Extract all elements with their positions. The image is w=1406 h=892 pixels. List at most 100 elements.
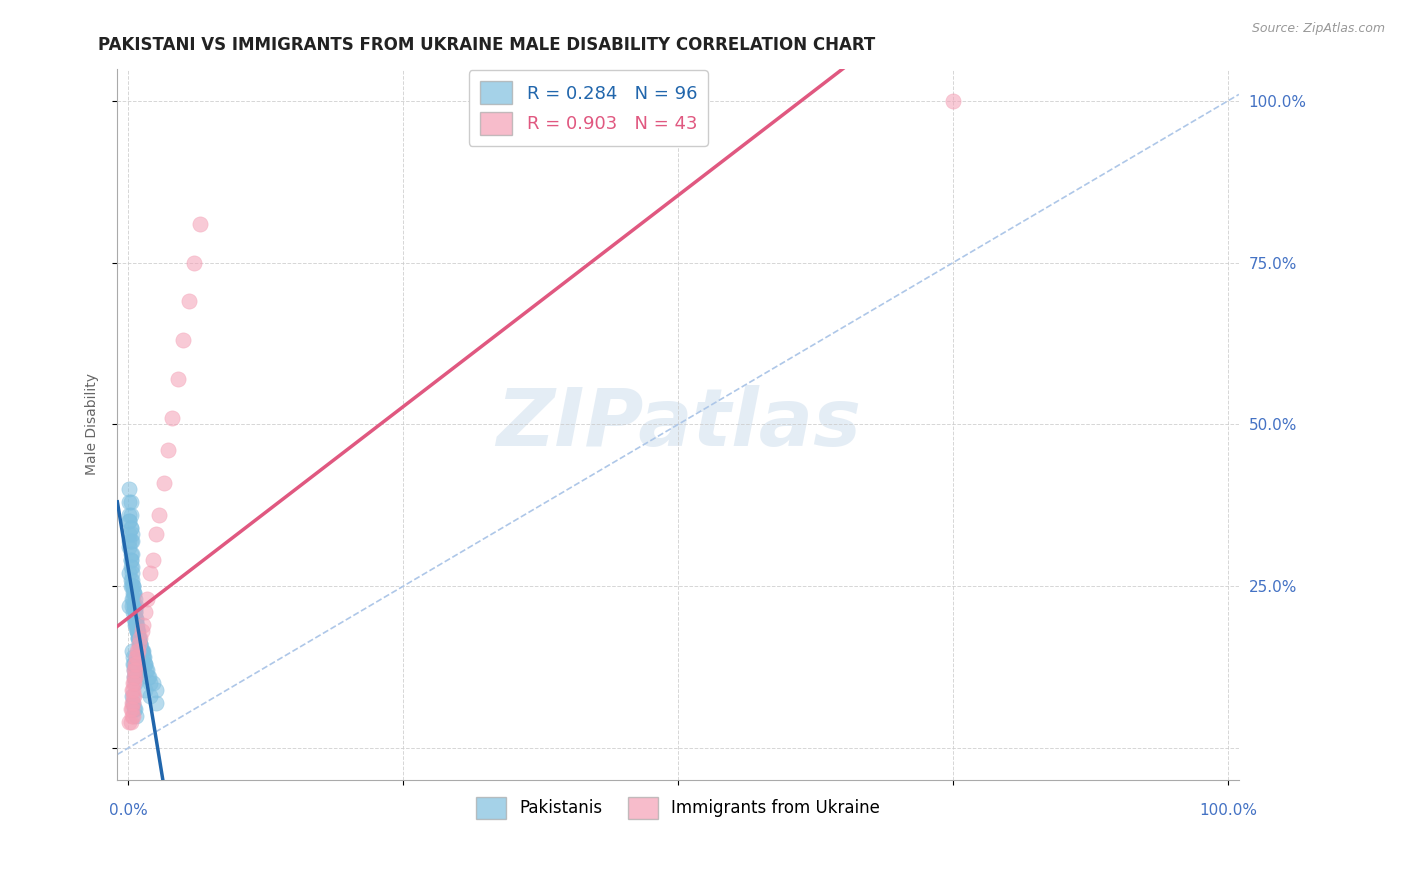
- Point: [121, 592, 143, 607]
- Point: [121, 682, 143, 697]
- Point: [134, 657, 156, 671]
- Point: [122, 670, 145, 684]
- Point: [127, 624, 149, 639]
- Point: [125, 650, 148, 665]
- Point: [122, 689, 145, 703]
- Point: [124, 676, 146, 690]
- Point: [942, 94, 965, 108]
- Point: [131, 618, 153, 632]
- Point: [121, 708, 143, 723]
- Point: [124, 605, 146, 619]
- Y-axis label: Male Disability: Male Disability: [86, 374, 100, 475]
- Point: [124, 663, 146, 677]
- Point: [125, 618, 148, 632]
- Point: [118, 508, 141, 522]
- Point: [120, 573, 142, 587]
- Point: [125, 708, 148, 723]
- Point: [118, 566, 141, 581]
- Point: [145, 527, 167, 541]
- Point: [121, 708, 143, 723]
- Point: [135, 663, 157, 677]
- Point: [122, 585, 145, 599]
- Point: [118, 541, 141, 555]
- Point: [131, 644, 153, 658]
- Point: [139, 689, 162, 703]
- Point: [125, 618, 148, 632]
- Point: [139, 676, 162, 690]
- Point: [125, 599, 148, 613]
- Point: [118, 515, 141, 529]
- Point: [121, 547, 143, 561]
- Point: [118, 515, 141, 529]
- Point: [128, 637, 150, 651]
- Point: [129, 637, 152, 651]
- Point: [141, 676, 163, 690]
- Point: [122, 599, 145, 613]
- Point: [127, 624, 149, 639]
- Point: [118, 527, 141, 541]
- Point: [118, 495, 141, 509]
- Point: [148, 508, 170, 522]
- Point: [122, 702, 145, 716]
- Point: [121, 650, 143, 665]
- Point: [131, 624, 153, 639]
- Point: [121, 657, 143, 671]
- Point: [136, 663, 159, 677]
- Point: [139, 566, 162, 581]
- Point: [177, 294, 200, 309]
- Point: [121, 702, 143, 716]
- Point: [124, 670, 146, 684]
- Point: [121, 533, 143, 548]
- Point: [156, 443, 179, 458]
- Point: [121, 599, 143, 613]
- Point: [127, 631, 149, 645]
- Point: [121, 559, 143, 574]
- Point: [121, 579, 143, 593]
- Point: [162, 411, 184, 425]
- Point: [188, 217, 211, 231]
- Point: [121, 689, 143, 703]
- Point: [118, 714, 141, 729]
- Point: [134, 682, 156, 697]
- Legend: Pakistanis, Immigrants from Ukraine: Pakistanis, Immigrants from Ukraine: [470, 790, 887, 825]
- Text: 0.0%: 0.0%: [110, 803, 148, 818]
- Text: PAKISTANI VS IMMIGRANTS FROM UKRAINE MALE DISABILITY CORRELATION CHART: PAKISTANI VS IMMIGRANTS FROM UKRAINE MAL…: [98, 36, 876, 54]
- Point: [120, 495, 142, 509]
- Point: [120, 533, 142, 548]
- Point: [120, 521, 142, 535]
- Point: [136, 592, 159, 607]
- Point: [124, 618, 146, 632]
- Point: [121, 682, 143, 697]
- Point: [125, 611, 148, 625]
- Point: [134, 657, 156, 671]
- Point: [121, 696, 143, 710]
- Point: [132, 650, 155, 665]
- Point: [152, 475, 174, 490]
- Point: [131, 650, 153, 665]
- Point: [128, 631, 150, 645]
- Point: [127, 624, 149, 639]
- Point: [127, 650, 149, 665]
- Point: [129, 637, 152, 651]
- Point: [122, 663, 145, 677]
- Text: ZIPatlas: ZIPatlas: [496, 385, 860, 464]
- Point: [122, 676, 145, 690]
- Point: [136, 670, 159, 684]
- Point: [122, 670, 145, 684]
- Point: [128, 637, 150, 651]
- Point: [120, 714, 142, 729]
- Point: [128, 631, 150, 645]
- Point: [125, 657, 148, 671]
- Point: [129, 637, 152, 651]
- Point: [132, 657, 155, 671]
- Point: [120, 508, 142, 522]
- Point: [124, 605, 146, 619]
- Point: [129, 631, 152, 645]
- Point: [121, 696, 143, 710]
- Point: [121, 579, 143, 593]
- Point: [118, 599, 141, 613]
- Point: [121, 644, 143, 658]
- Point: [122, 663, 145, 677]
- Point: [134, 605, 156, 619]
- Point: [131, 650, 153, 665]
